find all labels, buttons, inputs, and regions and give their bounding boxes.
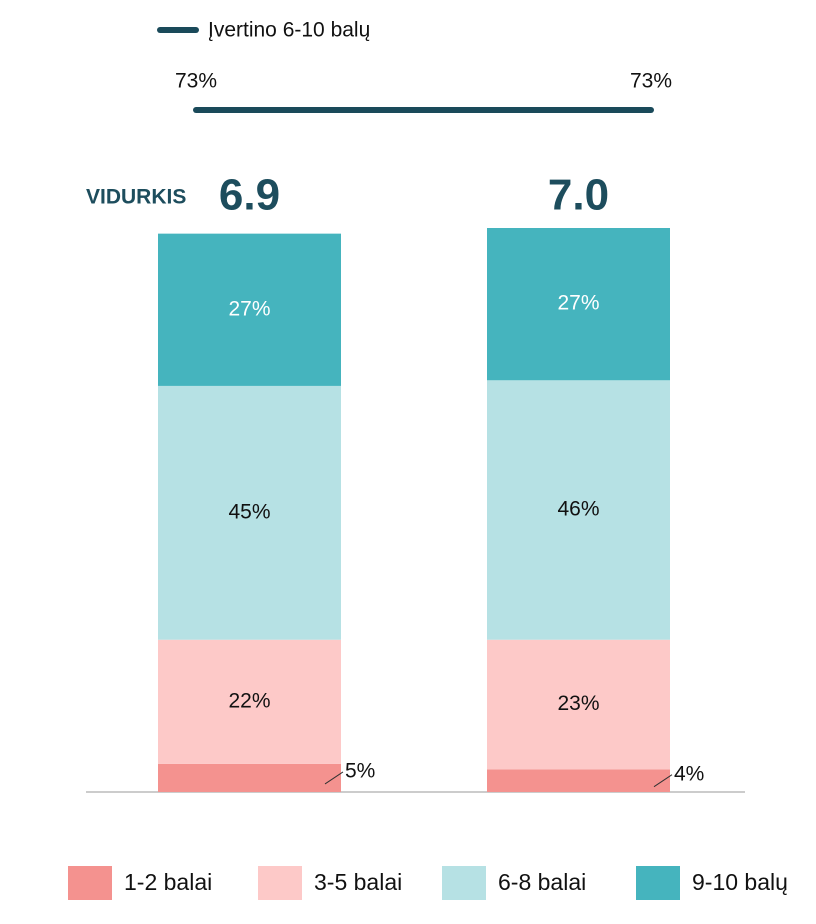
legend-swatch [258, 866, 302, 900]
legend-label: 3-5 balai [314, 869, 402, 895]
leader-line [653, 774, 673, 788]
value-label: 23% [557, 692, 599, 715]
value-label: 45% [228, 500, 270, 523]
value-label: 46% [557, 498, 599, 521]
legend-label: 6-8 balai [498, 869, 586, 895]
line-label: 73% [175, 70, 217, 93]
legend-swatch [442, 866, 486, 900]
bar-segment [487, 228, 670, 381]
leader-line [324, 771, 344, 785]
bar-segment [158, 639, 341, 764]
line-label: 73% [630, 70, 672, 93]
average-value: 7.0 [548, 171, 609, 220]
legend-label: 1-2 balai [124, 869, 212, 895]
value-label: 22% [228, 689, 270, 712]
bar-segment [487, 639, 670, 770]
value-label: 27% [557, 292, 599, 315]
value-label: 4% [674, 762, 704, 785]
legend-label: Įvertino 6-10 balų [208, 19, 370, 42]
bar-segment [158, 763, 341, 792]
legend-swatch [68, 866, 112, 900]
bar-segment [487, 769, 670, 792]
legend-swatch [636, 866, 680, 900]
bar-segment [158, 385, 341, 640]
value-label: 27% [228, 297, 270, 320]
average-label: VIDURKIS [86, 186, 186, 209]
bar-segment [487, 380, 670, 640]
average-value: 6.9 [219, 171, 280, 220]
bar-segment [158, 233, 341, 386]
legend-label: 9-10 balų [692, 869, 788, 895]
value-label: 5% [345, 759, 375, 782]
